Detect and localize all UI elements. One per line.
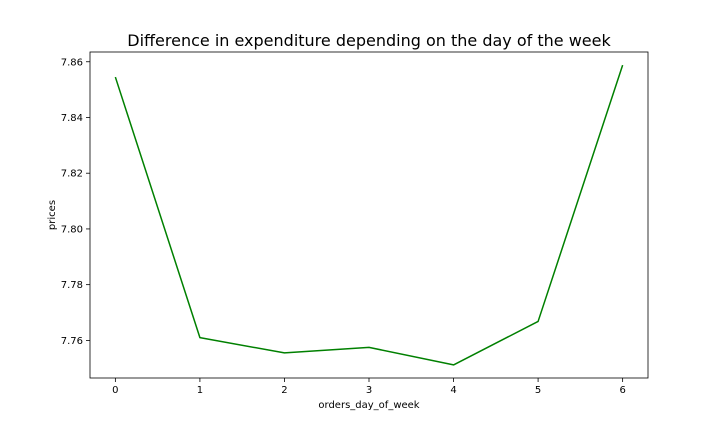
x-tick-label: 0 bbox=[112, 385, 118, 396]
series-line bbox=[114, 64, 624, 366]
x-tick-label: 2 bbox=[281, 385, 287, 396]
y-tick-label: 7.76 bbox=[61, 336, 83, 347]
plot-area-frame bbox=[89, 51, 649, 379]
y-axis-ticks: 7.76 7.78 7.80 7.82 7.84 7.86 bbox=[61, 57, 90, 347]
x-tick-label: 5 bbox=[535, 385, 541, 396]
x-tick-label: 6 bbox=[619, 385, 625, 396]
y-tick-label: 7.84 bbox=[61, 113, 83, 124]
y-tick-label: 7.86 bbox=[61, 57, 83, 68]
y-tick-label: 7.82 bbox=[61, 169, 83, 180]
x-tick-label: 4 bbox=[450, 385, 456, 396]
y-tick-label: 7.80 bbox=[61, 224, 83, 235]
y-tick-label: 7.78 bbox=[61, 280, 83, 291]
x-axis-ticks: 0 1 2 3 4 5 6 bbox=[112, 378, 626, 396]
y-axis-label: prices bbox=[47, 200, 58, 230]
series-group bbox=[114, 64, 624, 366]
x-tick-label: 1 bbox=[197, 385, 203, 396]
chart-title: Difference in expenditure depending on t… bbox=[127, 31, 611, 50]
x-axis-label: orders_day_of_week bbox=[318, 400, 419, 411]
x-tick-label: 3 bbox=[366, 385, 372, 396]
